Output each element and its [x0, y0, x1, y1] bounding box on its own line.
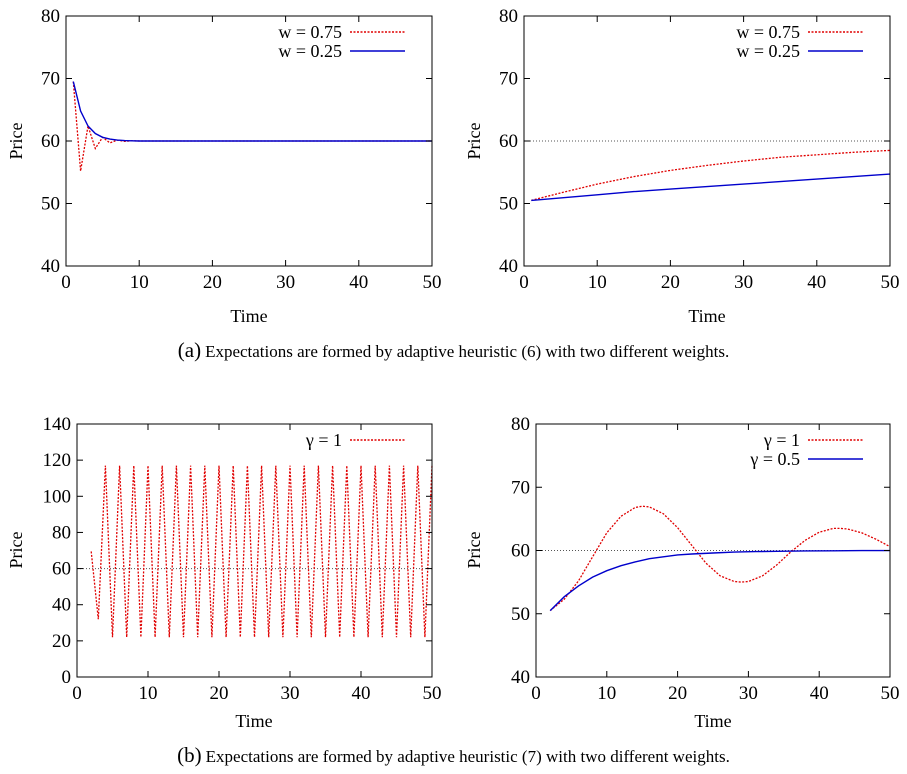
x-tick-label: 40 — [810, 683, 829, 704]
series-line-1 — [531, 173, 891, 202]
y-tick-label: 80 — [41, 6, 60, 27]
y-tick-label: 80 — [52, 522, 71, 543]
x-tick-label: 40 — [352, 683, 371, 704]
x-tick-label: 30 — [276, 272, 295, 293]
legend-label: γ = 1 — [305, 430, 342, 450]
y-tick-label: 80 — [511, 414, 530, 435]
y-tick-label: 60 — [52, 559, 71, 580]
x-tick-label: 20 — [668, 683, 687, 704]
x-tick-label: 0 — [72, 683, 82, 704]
x-tick-label: 0 — [61, 272, 71, 293]
series-line-0 — [90, 465, 433, 638]
x-tick-label: 0 — [531, 683, 541, 704]
x-tick-label: 20 — [210, 683, 229, 704]
x-tick-label: 10 — [588, 272, 607, 293]
legend-label: γ = 1 — [763, 430, 800, 450]
series-line-0 — [549, 505, 891, 612]
x-tick-label: 20 — [661, 272, 680, 293]
caption-b-text: Expectations are formed by adaptive heur… — [205, 747, 730, 766]
y-tick-label: 40 — [41, 256, 60, 277]
legend-label: γ = 0.5 — [749, 449, 800, 469]
y-tick-label: 0 — [62, 667, 72, 688]
y-tick-label: 50 — [499, 194, 518, 215]
plot-frame — [76, 423, 433, 678]
y-axis-label: Price — [6, 122, 26, 159]
legend-label: w = 0.25 — [278, 41, 342, 61]
chart-a-right: 0 10 20 30 40 50 40 50 60 70 80 Time Price w = 0.75w … — [464, 6, 900, 326]
x-tick-label: 50 — [423, 272, 442, 293]
y-tick-label: 60 — [511, 541, 530, 562]
y-tick-label: 50 — [41, 194, 60, 215]
legend-label: w = 0.75 — [278, 22, 342, 42]
series-line-1 — [72, 81, 432, 142]
caption-a-text: Expectations are formed by adaptive heur… — [205, 342, 730, 361]
y-tick-label: 40 — [511, 667, 530, 688]
y-tick-label: 80 — [499, 6, 518, 27]
x-tick-label: 10 — [130, 272, 149, 293]
chart-b-left: 0 10 20 30 40 50 0 20 40 60 80 100 120 140 Time Price γ … — [6, 414, 442, 731]
x-tick-label: 30 — [734, 272, 753, 293]
y-tick-label: 100 — [43, 486, 72, 507]
caption-b-label: (b) — [177, 743, 202, 767]
y-axis-label: Price — [6, 531, 26, 568]
y-tick-label: 70 — [41, 69, 60, 90]
series-line-0 — [531, 149, 891, 202]
series-line-0 — [72, 81, 432, 172]
caption-b: (b) Expectations are formed by adaptive … — [0, 743, 907, 768]
y-axis-label: Price — [464, 122, 484, 159]
series-line-1 — [549, 549, 890, 612]
x-tick-label: 20 — [203, 272, 222, 293]
y-tick-label: 60 — [499, 131, 518, 152]
x-tick-label: 10 — [139, 683, 158, 704]
y-tick-label: 20 — [52, 631, 71, 652]
y-tick-label: 70 — [499, 69, 518, 90]
x-axis-label: Time — [235, 711, 272, 731]
x-axis-label: Time — [230, 306, 267, 326]
y-tick-label: 40 — [52, 595, 71, 616]
caption-a: (a) Expectations are formed by adaptive … — [0, 338, 907, 363]
x-tick-label: 50 — [881, 272, 900, 293]
x-tick-label: 30 — [739, 683, 758, 704]
y-tick-label: 70 — [511, 477, 530, 498]
y-tick-label: 140 — [43, 414, 72, 435]
x-tick-label: 30 — [281, 683, 300, 704]
x-axis-label: Time — [694, 711, 731, 731]
x-tick-label: 50 — [423, 683, 442, 704]
x-tick-label: 40 — [349, 272, 368, 293]
y-axis-label: Price — [464, 531, 484, 568]
chart-b-right: 0 10 20 30 40 50 40 50 60 70 80 Time Price γ = 1γ = 0… — [464, 414, 900, 731]
x-tick-label: 40 — [807, 272, 826, 293]
legend-label: w = 0.25 — [736, 41, 800, 61]
x-tick-label: 0 — [519, 272, 529, 293]
y-tick-label: 60 — [41, 131, 60, 152]
legend-label: w = 0.75 — [736, 22, 800, 42]
x-axis-label: Time — [688, 306, 725, 326]
y-tick-label: 120 — [43, 450, 72, 471]
y-tick-label: 40 — [499, 256, 518, 277]
chart-a-left: 0 10 20 30 40 50 40 50 60 70 80 Time Price w = 0.75w … — [6, 6, 442, 326]
x-tick-label: 50 — [881, 683, 900, 704]
y-tick-label: 50 — [511, 604, 530, 625]
x-tick-label: 10 — [597, 683, 616, 704]
caption-a-label: (a) — [177, 338, 202, 362]
